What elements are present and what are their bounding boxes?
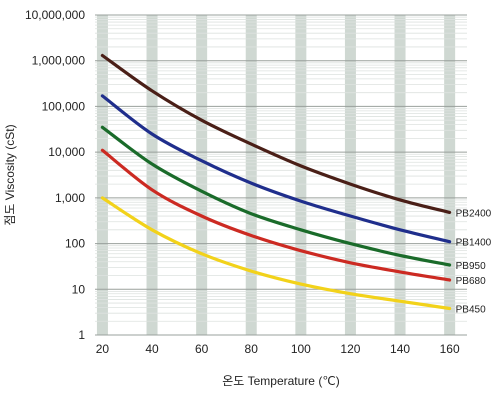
x-tick-label: 120 [340,342,360,356]
vertical-band [344,15,356,335]
vertical-band [295,15,307,335]
series-label-pb950: PB950 [456,261,486,272]
series-label-pb2400: PB2400 [456,208,492,219]
y-tick-label: 1,000 [55,191,85,205]
vertical-band [245,15,257,335]
vertical-band [394,15,406,335]
vertical-band [196,15,208,335]
series-label-pb1400: PB1400 [456,238,492,249]
y-tick-label: 10,000 [48,145,85,159]
x-tick-labels: 20 40 60 80 100 120 140 160 [96,342,460,356]
vertical-band [96,15,108,335]
series-line-pb1400 [100,94,452,244]
vertical-bands [96,15,456,335]
series-label-pb450: PB450 [456,304,486,315]
series-label-pb680: PB680 [456,276,486,287]
series-line-pb680 [100,148,452,282]
y-axis-title: 점도 Viscosity (cSt) [3,124,17,225]
y-tick-label: 1,000,000 [32,54,86,68]
y-tick-label: 100 [65,237,85,251]
y-tick-labels: 1 10 100 1,000 10,000 100,000 1,000,000 10,000,… [25,8,85,342]
x-tick-label: 140 [390,342,410,356]
series-lines [100,53,452,311]
x-tick-label: 20 [96,342,110,356]
series-line-pb450 [100,196,452,311]
x-tick-label: 60 [195,342,209,356]
x-tick-label: 40 [145,342,159,356]
horizontal-gridlines [95,14,467,336]
x-axis-title: 온도 Temperature (℃) [222,374,340,388]
y-tick-label: 10,000,000 [25,8,85,22]
vertical-band [444,15,456,335]
series-line-pb2400 [100,53,452,214]
y-tick-label: 10 [72,282,86,296]
y-tick-label: 100,000 [42,99,86,113]
x-tick-label: 160 [440,342,460,356]
x-tick-label: 100 [291,342,311,356]
series-labels: PB2400 PB1400 PB950 PB680 PB450 [456,208,492,315]
vertical-band [146,15,158,335]
x-tick-label: 80 [245,342,259,356]
series-line-pb950 [100,125,452,267]
y-tick-label: 1 [78,328,85,342]
